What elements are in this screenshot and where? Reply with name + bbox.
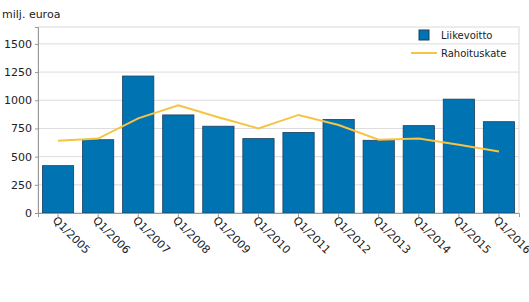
bar [203,126,234,213]
x-tick: Q1/2006 [90,213,133,257]
y-tick-label: 1500 [4,38,32,51]
grid-line [38,72,519,73]
marks [42,76,514,213]
plot-frame [38,27,519,213]
x-tick-label: Q1/2012 [331,214,374,257]
x-tick-label: Q1/2014 [411,214,454,257]
x-tick: Q1/2012 [331,213,374,257]
grid-line [38,43,519,44]
y-tick-label: 0 [25,207,32,220]
x-tick: Q1/2008 [170,213,213,257]
x-tick: Q1/2005 [50,213,93,257]
x-tick: Q1/2007 [130,213,173,257]
chart: 0250500750100012501500Q1/2005Q1/2006Q1/2… [0,0,529,302]
bar [123,76,154,213]
legend-label: Rahoituskate [441,48,506,59]
y-axis-line [35,28,39,214]
y-tick: 1250 [4,66,38,79]
legend-item: Rahoituskate [411,48,506,59]
y-tick-mark [35,185,38,186]
y-tick-label: 250 [11,179,32,192]
bar [323,119,354,213]
x-tick-label: Q1/2011 [290,214,333,257]
bar [283,132,314,213]
y-tick-mark [35,100,38,101]
y-tick-label: 1250 [4,66,32,79]
x-axis-line [39,214,520,218]
y-tick-label: 500 [11,151,32,164]
bar [483,122,514,213]
legend: Liikevoitto Rahoituskate [411,30,506,59]
x-tick-label: Q1/2006 [90,214,133,257]
y-tick-label: 750 [11,122,32,135]
legend-item: Liikevoitto [419,30,493,41]
y-tick: 250 [11,179,38,192]
x-tick-label: Q1/2005 [50,214,93,257]
y-tick-mark [35,157,38,158]
x-axis: Q1/2005Q1/2006Q1/2007Q1/2008Q1/2009Q1/20… [39,213,529,257]
bar [243,139,274,213]
x-tick: Q1/2013 [371,213,414,257]
y-tick: 750 [11,122,38,135]
x-tick: Q1/2016 [491,213,529,257]
x-tick: Q1/2009 [210,213,253,257]
y-tick-mark [35,128,38,129]
bar [82,140,113,213]
y-axis: 0 250 500 750 1000 1250 1500 [4,28,39,221]
x-tick-label: Q1/2015 [451,214,494,257]
y-axis-title: milj. euroa [2,8,60,21]
plot: 0250500750100012501500Q1/2005Q1/2006Q1/2… [4,27,529,257]
grid [38,44,519,213]
line [58,105,499,151]
legend-label: Liikevoitto [441,30,493,41]
x-tick-label: Q1/2007 [130,214,173,257]
bar [163,115,194,213]
y-tick: 1000 [4,94,38,107]
y-tick-label: 1000 [4,94,32,107]
y-tick-mark [35,44,38,45]
y-tick: 1500 [4,38,38,51]
x-tick-label: Q1/2009 [210,214,253,257]
y-tick: 0 [25,207,38,220]
x-tick-label: Q1/2013 [371,214,414,257]
bar [42,166,73,213]
x-tick: Q1/2011 [290,213,333,257]
x-tick: Q1/2010 [250,213,293,257]
x-tick-label: Q1/2008 [170,214,213,257]
bar [363,140,394,213]
x-tick: Q1/2015 [451,213,494,257]
x-tick-label: Q1/2016 [491,214,529,257]
y-tick-mark [35,72,38,73]
y-tick-mark [35,213,38,214]
x-tick: Q1/2014 [411,213,454,257]
y-tick: 500 [11,151,38,164]
x-tick-label: Q1/2010 [250,214,293,257]
legend-swatch [419,30,429,40]
bar [443,99,474,213]
legend-swatch [411,52,437,54]
